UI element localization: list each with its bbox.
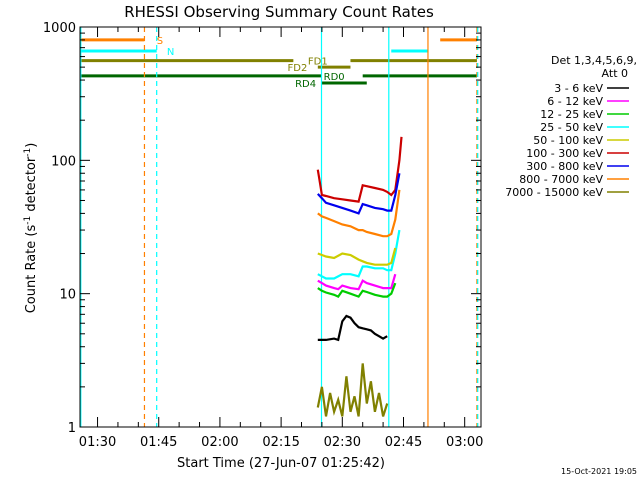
timestamp: 15-Oct-2021 19:05 — [561, 467, 637, 476]
series-line-1 — [317, 273, 397, 291]
x-axis-label: Start Time (27-Jun-07 01:25:42) — [177, 456, 385, 471]
series-line-8 — [316, 363, 389, 417]
legend-label-5: 100 - 300 keV — [526, 147, 603, 160]
legend-header-1: Det 1,3,4,5,6,9, — [551, 54, 637, 67]
y-axis-label-sup2: -1 — [23, 148, 33, 157]
flag-label-rd0: RD0 — [324, 72, 345, 83]
y-axis-label-main: Count Rate (s — [24, 225, 39, 314]
x-tick-label-0: 01:30 — [79, 435, 116, 450]
series-line-4 — [317, 247, 397, 266]
flag-label-s: S — [157, 36, 163, 47]
y-axis-label-end: ) — [24, 143, 39, 148]
y-tick-label-3: 1000 — [43, 21, 76, 36]
legend-label-8: 7000 - 15000 keV — [505, 186, 603, 199]
series-line-5 — [316, 136, 403, 203]
y-tick-label-0: 1 — [68, 421, 76, 436]
legend-header-2: Att 0 — [602, 67, 628, 80]
flag-label-fd2: FD2 — [288, 63, 308, 74]
flag-label-n: N — [167, 47, 174, 58]
x-tick-label-2: 02:00 — [201, 435, 238, 450]
series-line-6 — [317, 173, 401, 215]
y-axis-label-mid: detector — [24, 156, 39, 216]
x-tick-label-6: 03:00 — [446, 435, 483, 450]
chart-title: RHESSI Observing Summary Count Rates — [124, 3, 434, 21]
x-tick-label-4: 02:30 — [324, 435, 361, 450]
legend-label-1: 6 - 12 keV — [547, 95, 603, 108]
y-axis-label-sup1: -1 — [23, 216, 33, 225]
series-line-2 — [317, 282, 397, 298]
legend-label-2: 12 - 25 keV — [540, 108, 603, 121]
x-tick-label-5: 02:45 — [385, 435, 422, 450]
legend-label-0: 3 - 6 keV — [554, 82, 603, 95]
plot-frame — [79, 26, 482, 428]
series-line-3 — [317, 229, 401, 280]
series-line-0 — [317, 314, 388, 342]
legend-label-6: 300 - 800 keV — [526, 160, 603, 173]
y-tick-label-1: 10 — [59, 288, 76, 303]
flag-label-rd4: RD4 — [295, 79, 316, 90]
flag-label-fd1: FD1 — [308, 57, 328, 68]
legend-label-4: 50 - 100 keV — [533, 134, 603, 147]
legend-label-3: 25 - 50 keV — [540, 121, 603, 134]
x-tick-label-1: 01:45 — [140, 435, 177, 450]
y-axis-label: Count Rate (s-1 detector-1) — [23, 143, 39, 314]
x-tick-label-3: 02:15 — [262, 435, 299, 450]
legend-label-7: 800 - 7000 keV — [519, 173, 603, 186]
series-line-7 — [317, 189, 401, 238]
y-tick-label-2: 100 — [51, 154, 76, 169]
